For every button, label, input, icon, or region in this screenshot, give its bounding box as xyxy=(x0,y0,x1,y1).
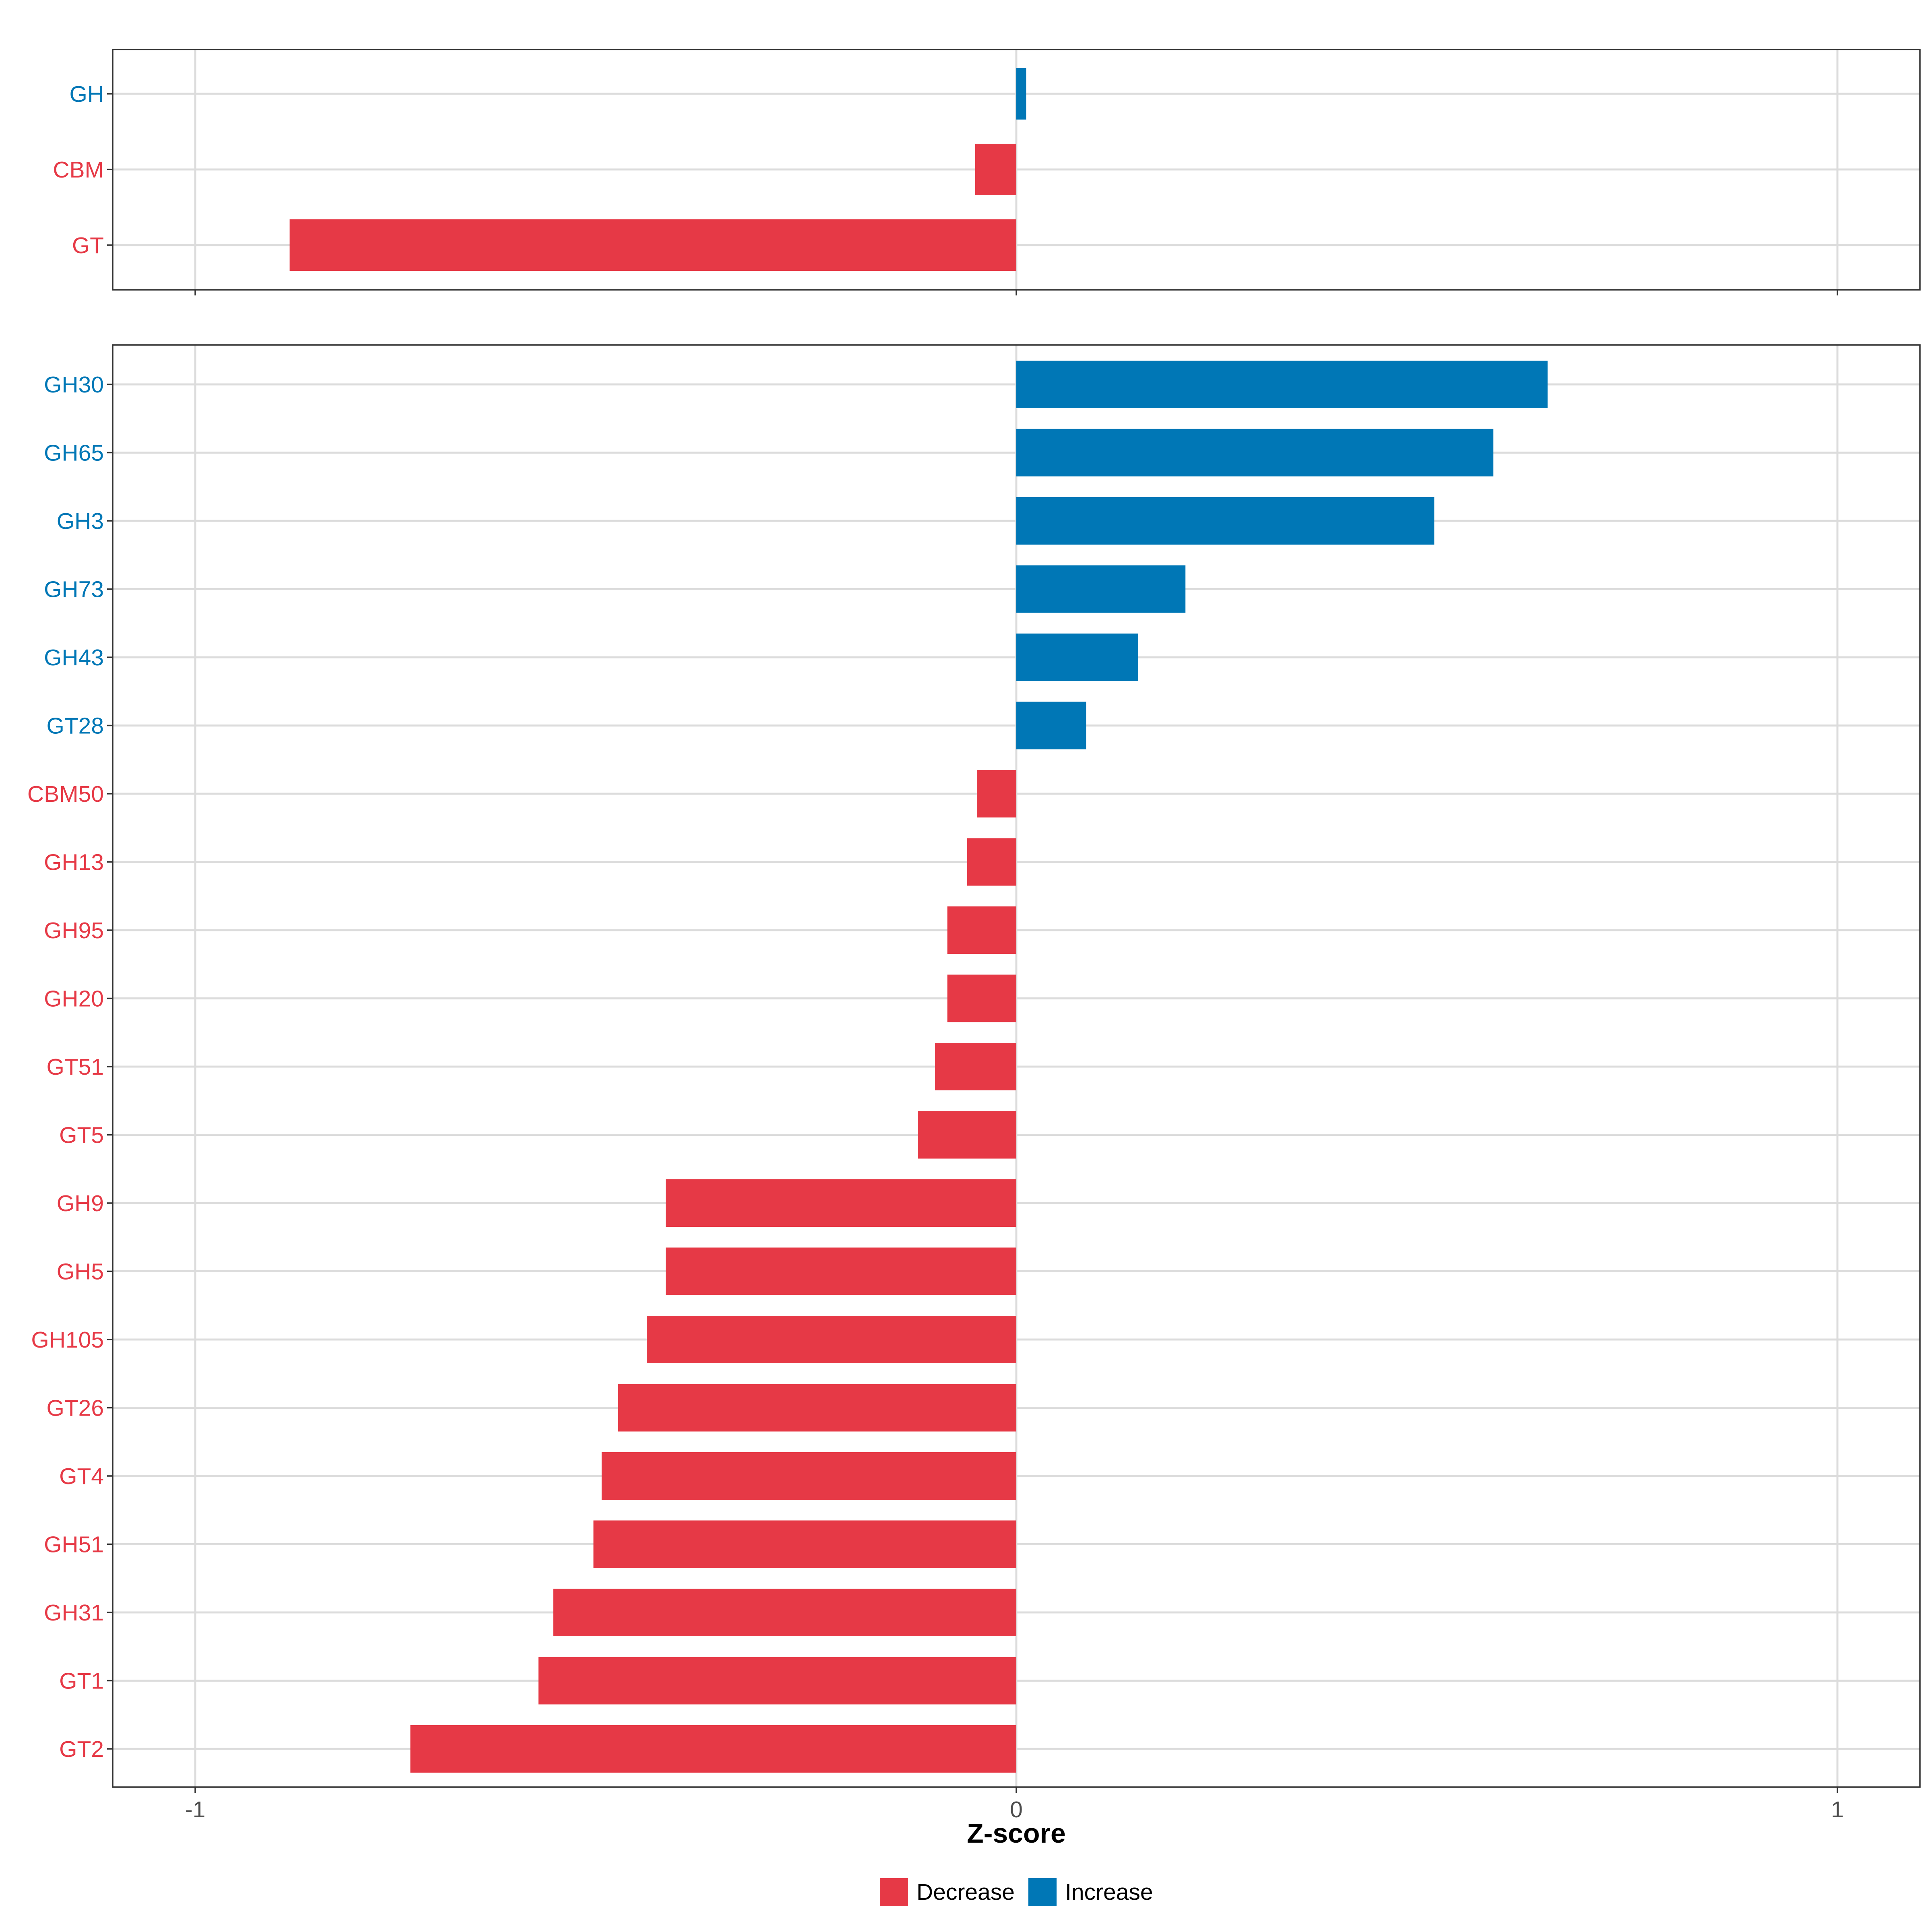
bar-cbm xyxy=(975,144,1016,195)
y-label-gh105: GH105 xyxy=(31,1327,104,1353)
y-label-gt26: GT26 xyxy=(46,1395,104,1421)
bar-gt28 xyxy=(1016,702,1086,749)
bar-gh65 xyxy=(1016,429,1494,477)
y-label-gh31: GH31 xyxy=(44,1600,104,1626)
bar-gt xyxy=(289,219,1016,271)
y-label-cbm: CBM xyxy=(53,157,104,183)
y-label-gh5: GH5 xyxy=(57,1259,104,1285)
bar-gt51 xyxy=(935,1043,1016,1090)
y-label-gh95: GH95 xyxy=(44,918,104,943)
y-label-gt: GT xyxy=(72,233,104,258)
bar-gt2 xyxy=(410,1725,1016,1773)
y-label-gh9: GH9 xyxy=(57,1191,104,1216)
legend-swatch-decrease xyxy=(880,1878,908,1906)
y-label-cbm50: CBM50 xyxy=(27,781,104,807)
bar-gh95 xyxy=(947,906,1016,954)
bar-gt4 xyxy=(601,1452,1016,1500)
bar-gh13 xyxy=(967,838,1016,886)
bar-gh51 xyxy=(593,1520,1016,1568)
x-axis-title: Z-score xyxy=(967,1818,1066,1849)
bar-gh43 xyxy=(1016,634,1138,681)
y-label-gh43: GH43 xyxy=(44,645,104,671)
x-tick-label-2: 1 xyxy=(1831,1797,1844,1823)
y-label-gt2: GT2 xyxy=(59,1736,104,1762)
bar-gh9 xyxy=(665,1179,1016,1227)
y-label-gt1: GT1 xyxy=(59,1668,104,1694)
bar-gh20 xyxy=(947,974,1016,1022)
legend-swatch-increase xyxy=(1028,1878,1057,1906)
top-panel: GH CBM GT xyxy=(53,49,1921,295)
y-label-gh: GH xyxy=(70,81,104,107)
bar-gh3 xyxy=(1016,497,1435,545)
y-label-gh65: GH65 xyxy=(44,440,104,466)
x-tick-label-0: -1 xyxy=(185,1797,206,1823)
bar-gh xyxy=(1016,68,1026,120)
y-label-gh3: GH3 xyxy=(57,508,104,534)
y-label-gh51: GH51 xyxy=(44,1532,104,1558)
legend: Decrease Increase xyxy=(880,1878,1153,1906)
bar-gh30 xyxy=(1016,361,1548,408)
y-label-gt51: GT51 xyxy=(46,1054,104,1080)
bar-gh5 xyxy=(665,1247,1016,1295)
bar-gh31 xyxy=(553,1589,1016,1636)
bar-cbm50 xyxy=(977,770,1016,817)
bar-gt1 xyxy=(538,1657,1016,1705)
x-tick-label-1: 0 xyxy=(1010,1797,1023,1823)
bottom-panel: GH30 GH65 GH3 GH73 GH43 GT28 CBM50 GH13 GH95 GH20… xyxy=(27,344,1921,1823)
y-label-gh73: GH73 xyxy=(44,577,104,603)
bar-gt5 xyxy=(918,1111,1016,1159)
y-label-gh30: GH30 xyxy=(44,372,104,398)
legend-label-increase: Increase xyxy=(1065,1879,1153,1905)
y-label-gt4: GT4 xyxy=(59,1463,104,1489)
bar-gt26 xyxy=(618,1384,1016,1432)
y-label-gt28: GT28 xyxy=(46,713,104,739)
bar-gh73 xyxy=(1016,565,1186,613)
y-label-gt5: GT5 xyxy=(59,1123,104,1148)
legend-label-decrease: Decrease xyxy=(916,1879,1015,1905)
bar-gh105 xyxy=(647,1316,1016,1363)
y-label-gh13: GH13 xyxy=(44,850,104,875)
y-label-gh20: GH20 xyxy=(44,986,104,1012)
